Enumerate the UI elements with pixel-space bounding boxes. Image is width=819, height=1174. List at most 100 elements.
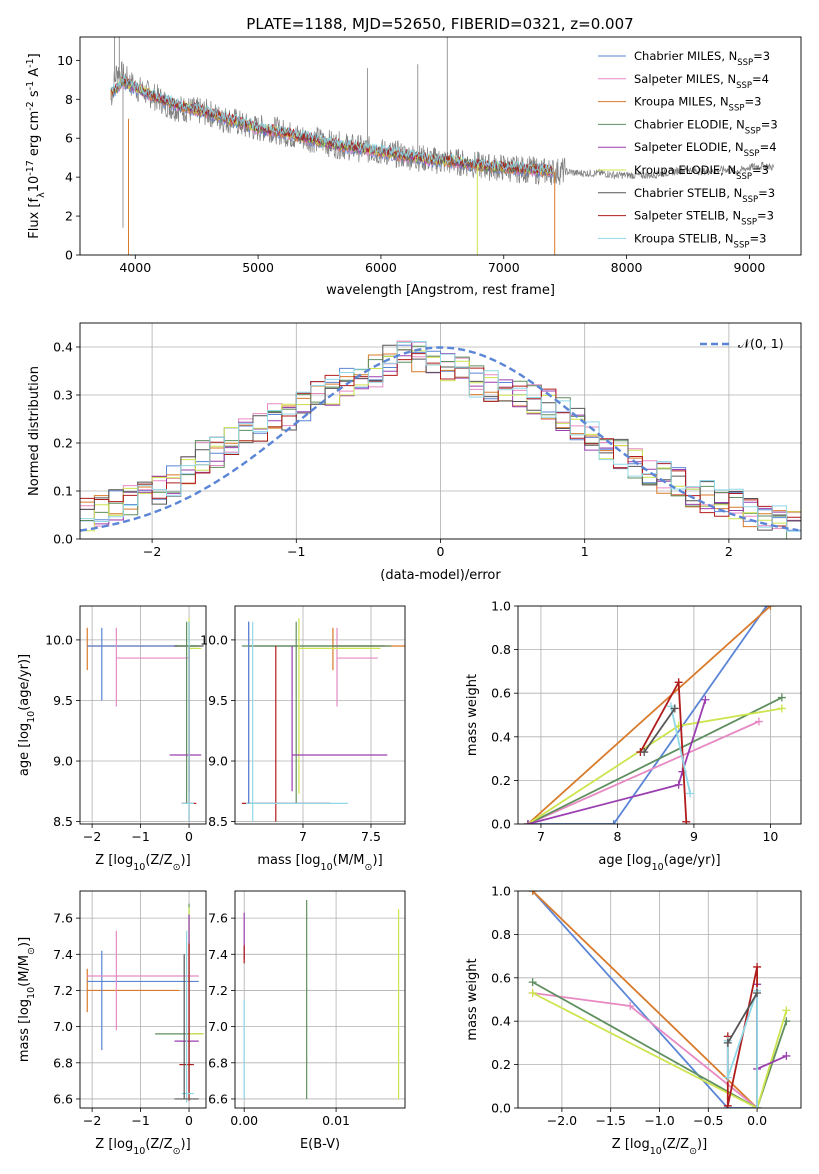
x-tick-label: 1 [581,544,589,559]
legend-entry-tail: =3 [744,95,761,109]
axes-frame [79,322,802,540]
legend-entry-name: Kroupa MILES, N [634,95,729,109]
legend-entry-name: Salpeter MILES, N [634,72,736,86]
label-span: ] [27,53,42,58]
y-axis-label: mass weight [465,674,480,756]
label-span: (age/yr)] [17,654,32,711]
x-tick-label: 0.01 [322,1113,350,1128]
legend-entry: Salpeter MILES, NSSP=4 [634,72,769,91]
label-span: Z [log [612,1137,650,1152]
mass-weight-line [527,606,768,824]
label-span: age [log [598,853,651,868]
spectrum-panel: 4000 5000 6000 7000 8000 9000 0 2 4 6 8 10 wavelengt… [25,36,802,298]
mass-weight-point [528,891,537,895]
model-spectrum [110,79,553,177]
legend-entry-tail: =3 [752,163,769,177]
label-span: -1 [25,58,36,67]
mass-weight-line [726,990,758,1108]
y-tick-label: 7.2 [53,983,73,998]
x-tick-label: 0 [185,829,193,844]
x-tick-label: 0.0 [747,1113,767,1128]
model-spectrum [110,76,554,174]
errorbar [87,950,199,1051]
y-tick-label: 7.2 [208,983,228,998]
label-span: (Z/Z [145,1137,172,1152]
legend-entry-tail: =4 [760,140,777,154]
y-tick-label: 7.0 [208,1019,228,1034]
label-span: 10 [133,1146,145,1157]
y-tick-label: 0.2 [491,1057,511,1072]
mass-weight-point [723,1101,732,1108]
massweight-vs-metallicity-panel: −2.0 −1.5 −1.0 −0.5 0.0 0.0 0.2 0.4 0.6 0.8 1.0 Z [… [465,884,802,1157]
label-span: )] [181,853,191,868]
x-tick-label: −0.5 [693,1113,723,1128]
plot-area [518,606,801,824]
mass-weight-point [686,789,695,798]
figure-title: PLATE=1188, MJD=52650, FIBERID=0321, z=0… [246,15,633,33]
y-tick-label: 9.5 [208,693,228,708]
label-span: (Z/Z [145,853,172,868]
errorbar [87,627,199,701]
plot-area [80,891,206,1108]
label-span: Flux [f [27,197,42,238]
y-tick-label: 8.5 [208,814,228,829]
x-tick-label: 7 [537,829,545,844]
y-tick-label: 7.4 [208,947,228,962]
legend-entry-sub: SSP [741,218,757,228]
legend-entry: Chabrier ELODIE, NSSP=3 [634,117,778,136]
label-span: mass weight [465,958,480,1040]
errorbar [87,930,199,1031]
mass-weight-line [532,981,788,1108]
x-tick-label: −1.5 [596,1113,626,1128]
legend-entry-name: Salpeter ELODIE, N [634,140,744,154]
x-axis-label: (data-model)/error [380,568,501,583]
mass-weight-line [726,966,758,1108]
y-tick-label: 6.8 [208,1055,228,1070]
label-span: )] [697,1137,707,1152]
label-span: (data-model)/error [380,568,501,583]
model-spectrum [110,75,554,174]
plot-area [518,891,801,1108]
label-span: ⊙ [173,862,181,873]
x-tick-label: −1 [131,829,149,844]
mass-weight-point [782,1006,791,1015]
label-span: λ [36,192,47,198]
errorbar [155,903,204,1099]
y-tick-label: 10.0 [200,632,228,647]
mass-weight-line [527,699,707,824]
legend-entry: 𝒩(0, 1) [738,336,784,351]
mass-weight-line [527,720,760,824]
legend-entry-sub: SSP [745,126,761,136]
label-span: -2 [25,101,36,110]
y-tick-label: 7.6 [53,911,73,926]
legend-entry: Chabrier STELIB, NSSP=3 [634,186,775,205]
label-span: 10 [652,862,664,873]
x-tick-label: −1.0 [644,1113,674,1128]
mass-weight-point [777,693,786,702]
y-tick-label: 6.6 [53,1091,73,1106]
label-span: (M/M [17,955,32,987]
label-span: )] [373,853,383,868]
label-span: )] [17,937,32,947]
legend-entry-tail: =3 [758,186,775,200]
y-tick-label: 7.4 [53,947,73,962]
label-span: 10 [26,987,37,999]
mass-weight-point [523,820,532,824]
label-span: ⊙ [26,947,37,955]
residual-distribution-panel: −2 −1 0 1 2 0.0 0.1 0.2 0.3 0.4 𝒩(0, 1) (data-model… [27,322,802,583]
label-span: -1 [25,81,36,90]
x-tick-label: 7.5 [361,829,381,844]
model-spectrum [110,76,554,175]
x-tick-label: 0.00 [230,1113,258,1128]
residual-histogram [80,353,801,527]
y-tick-label: 0.4 [53,340,73,355]
plot-area [80,606,206,824]
label-span: 10 [27,176,42,193]
axes-frame [79,890,207,1109]
y-tick-label: 9.0 [53,754,73,769]
mass-weight-point [626,1002,635,1011]
errorbar [291,645,388,792]
legend-entry-sub: SSP [744,149,760,159]
mass-weight-line [527,606,772,824]
